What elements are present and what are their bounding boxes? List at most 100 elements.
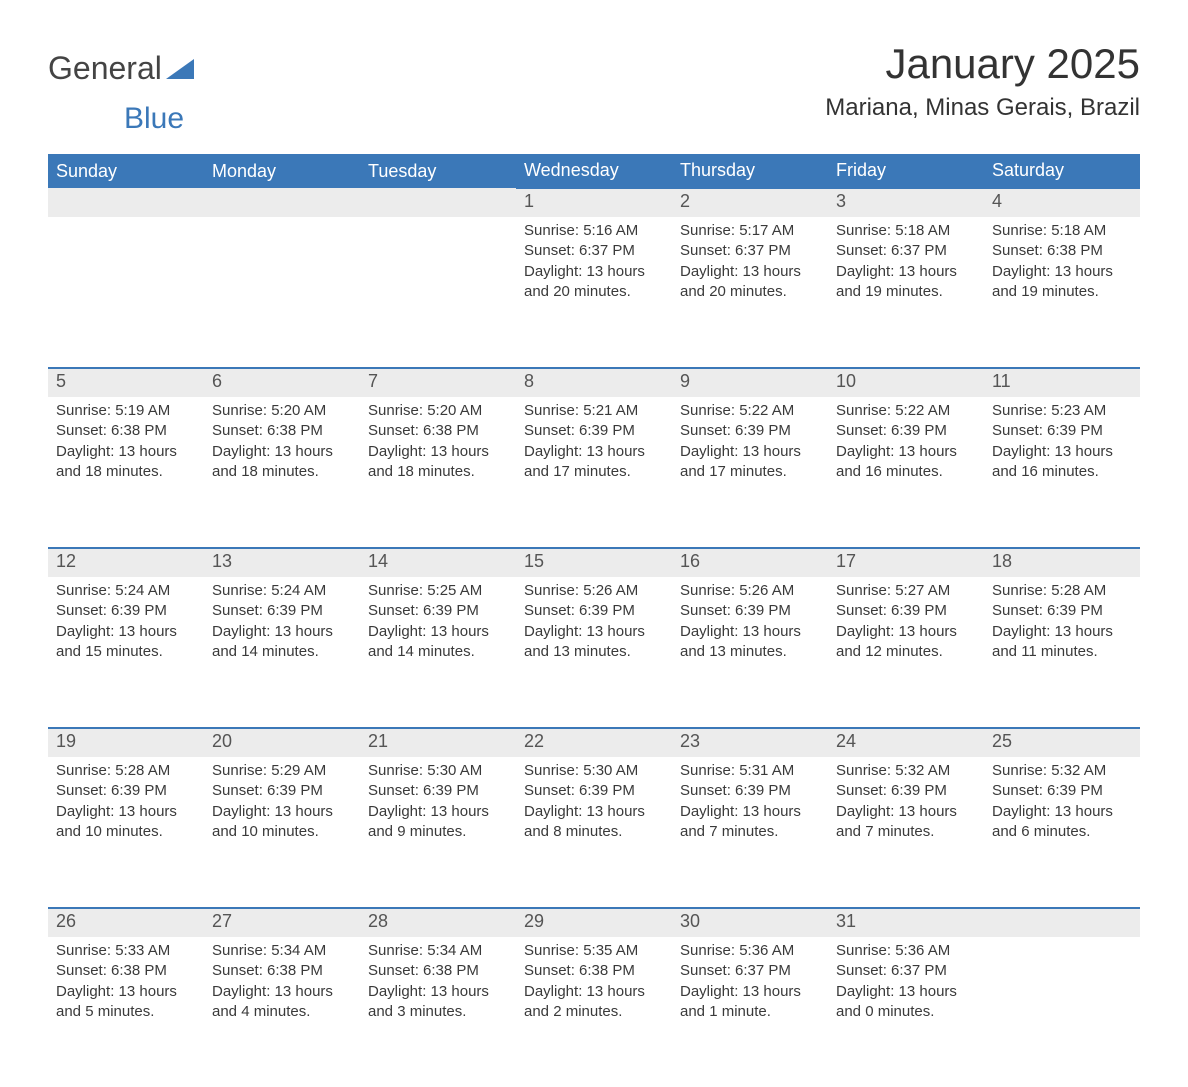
day-content-cell <box>360 217 516 368</box>
day-number: 11 <box>992 371 1011 391</box>
day-number-cell: 11 <box>984 368 1140 397</box>
day-d2: and 2 minutes. <box>524 1002 664 1022</box>
day-sunrise: Sunrise: 5:17 AM <box>680 221 820 241</box>
col-friday: Friday <box>828 154 984 188</box>
day-d2: and 19 minutes. <box>992 282 1132 302</box>
day-content-cell: Sunrise: 5:31 AMSunset: 6:39 PMDaylight:… <box>672 757 828 908</box>
day-content-cell: Sunrise: 5:34 AMSunset: 6:38 PMDaylight:… <box>360 937 516 1087</box>
week-daynum-row: 567891011 <box>48 368 1140 397</box>
day-content-cell: Sunrise: 5:21 AMSunset: 6:39 PMDaylight:… <box>516 397 672 548</box>
day-number: 17 <box>836 551 856 571</box>
day-d2: and 3 minutes. <box>368 1002 508 1022</box>
day-content-cell: Sunrise: 5:26 AMSunset: 6:39 PMDaylight:… <box>672 577 828 728</box>
day-d2: and 5 minutes. <box>56 1002 196 1022</box>
day-sunrise: Sunrise: 5:28 AM <box>56 761 196 781</box>
page-title: January 2025 <box>825 40 1140 88</box>
day-d2: and 19 minutes. <box>836 282 976 302</box>
day-sunrise: Sunrise: 5:20 AM <box>212 401 352 421</box>
day-number-cell: 3 <box>828 188 984 217</box>
week-daynum-row: 19202122232425 <box>48 728 1140 757</box>
day-number-cell: 30 <box>672 908 828 937</box>
day-sunrise: Sunrise: 5:18 AM <box>992 221 1132 241</box>
day-sunrise: Sunrise: 5:29 AM <box>212 761 352 781</box>
day-content-cell: Sunrise: 5:35 AMSunset: 6:38 PMDaylight:… <box>516 937 672 1087</box>
day-sunrise: Sunrise: 5:34 AM <box>368 941 508 961</box>
day-d2: and 15 minutes. <box>56 642 196 662</box>
day-d1: Daylight: 13 hours <box>680 802 820 822</box>
day-number-cell: 12 <box>48 548 204 577</box>
day-sunrise: Sunrise: 5:25 AM <box>368 581 508 601</box>
day-sunset: Sunset: 6:39 PM <box>680 421 820 441</box>
col-tuesday: Tuesday <box>360 154 516 188</box>
day-content-cell: Sunrise: 5:36 AMSunset: 6:37 PMDaylight:… <box>828 937 984 1087</box>
day-number-cell: 24 <box>828 728 984 757</box>
day-d2: and 16 minutes. <box>836 462 976 482</box>
day-d2: and 18 minutes. <box>212 462 352 482</box>
day-content-cell: Sunrise: 5:17 AMSunset: 6:37 PMDaylight:… <box>672 217 828 368</box>
day-d1: Daylight: 13 hours <box>56 802 196 822</box>
day-d2: and 20 minutes. <box>524 282 664 302</box>
day-sunset: Sunset: 6:37 PM <box>524 241 664 261</box>
day-sunrise: Sunrise: 5:28 AM <box>992 581 1132 601</box>
day-number-cell: 16 <box>672 548 828 577</box>
day-number-cell: 9 <box>672 368 828 397</box>
day-header-row: Sunday Monday Tuesday Wednesday Thursday… <box>48 154 1140 188</box>
day-number-cell <box>204 188 360 217</box>
day-number-cell <box>360 188 516 217</box>
col-saturday: Saturday <box>984 154 1140 188</box>
day-d2: and 9 minutes. <box>368 822 508 842</box>
day-sunrise: Sunrise: 5:31 AM <box>680 761 820 781</box>
day-number-cell: 18 <box>984 548 1140 577</box>
day-number-cell: 10 <box>828 368 984 397</box>
day-content-cell: Sunrise: 5:33 AMSunset: 6:38 PMDaylight:… <box>48 937 204 1087</box>
day-content-cell: Sunrise: 5:25 AMSunset: 6:39 PMDaylight:… <box>360 577 516 728</box>
brand-logo: General <box>48 50 194 87</box>
day-d2: and 0 minutes. <box>836 1002 976 1022</box>
day-number-cell: 28 <box>360 908 516 937</box>
day-d1: Daylight: 13 hours <box>836 802 976 822</box>
day-content-cell: Sunrise: 5:23 AMSunset: 6:39 PMDaylight:… <box>984 397 1140 548</box>
day-d1: Daylight: 13 hours <box>524 442 664 462</box>
day-sunrise: Sunrise: 5:26 AM <box>680 581 820 601</box>
day-number: 22 <box>524 731 544 751</box>
day-number-cell: 22 <box>516 728 672 757</box>
day-d1: Daylight: 13 hours <box>524 802 664 822</box>
day-d1: Daylight: 13 hours <box>524 622 664 642</box>
day-sunrise: Sunrise: 5:24 AM <box>56 581 196 601</box>
day-sunrise: Sunrise: 5:34 AM <box>212 941 352 961</box>
day-number-cell: 20 <box>204 728 360 757</box>
week-content-row: Sunrise: 5:16 AMSunset: 6:37 PMDaylight:… <box>48 217 1140 368</box>
day-number-cell: 8 <box>516 368 672 397</box>
day-content-cell: Sunrise: 5:20 AMSunset: 6:38 PMDaylight:… <box>204 397 360 548</box>
day-d1: Daylight: 13 hours <box>992 442 1132 462</box>
day-d2: and 12 minutes. <box>836 642 976 662</box>
day-number: 10 <box>836 371 856 391</box>
day-sunset: Sunset: 6:39 PM <box>836 601 976 621</box>
day-sunrise: Sunrise: 5:26 AM <box>524 581 664 601</box>
day-content-cell <box>204 217 360 368</box>
day-sunrise: Sunrise: 5:22 AM <box>836 401 976 421</box>
day-number-cell: 15 <box>516 548 672 577</box>
day-sunset: Sunset: 6:39 PM <box>56 781 196 801</box>
day-sunset: Sunset: 6:39 PM <box>212 601 352 621</box>
day-sunset: Sunset: 6:39 PM <box>680 601 820 621</box>
day-sunrise: Sunrise: 5:21 AM <box>524 401 664 421</box>
day-d1: Daylight: 13 hours <box>368 442 508 462</box>
day-d2: and 6 minutes. <box>992 822 1132 842</box>
day-number-cell: 13 <box>204 548 360 577</box>
week-content-row: Sunrise: 5:24 AM Sunset: 6:39 PM Daylight:… <box>48 577 1140 728</box>
day-number-cell: 21 <box>360 728 516 757</box>
day-sunrise: Sunrise: 5:18 AM <box>836 221 976 241</box>
day-content-cell: Sunrise: 5:27 AMSunset: 6:39 PMDaylight:… <box>828 577 984 728</box>
week-daynum-row: 262728293031 <box>48 908 1140 937</box>
day-sunset: Sunset: 6:39 PM <box>212 781 352 801</box>
day-sunrise: Sunrise: 5:16 AM <box>524 221 664 241</box>
day-d1: Daylight: 13 hours <box>992 802 1132 822</box>
day-number: 1 <box>524 191 534 211</box>
day-sunrise: Sunrise: 5:30 AM <box>368 761 508 781</box>
day-sunset: Sunset: 6:39 PM <box>992 781 1132 801</box>
day-number: 19 <box>56 731 76 751</box>
day-d2: and 4 minutes. <box>212 1002 352 1022</box>
day-sunset: Sunset: 6:38 PM <box>212 421 352 441</box>
day-number-cell: 26 <box>48 908 204 937</box>
